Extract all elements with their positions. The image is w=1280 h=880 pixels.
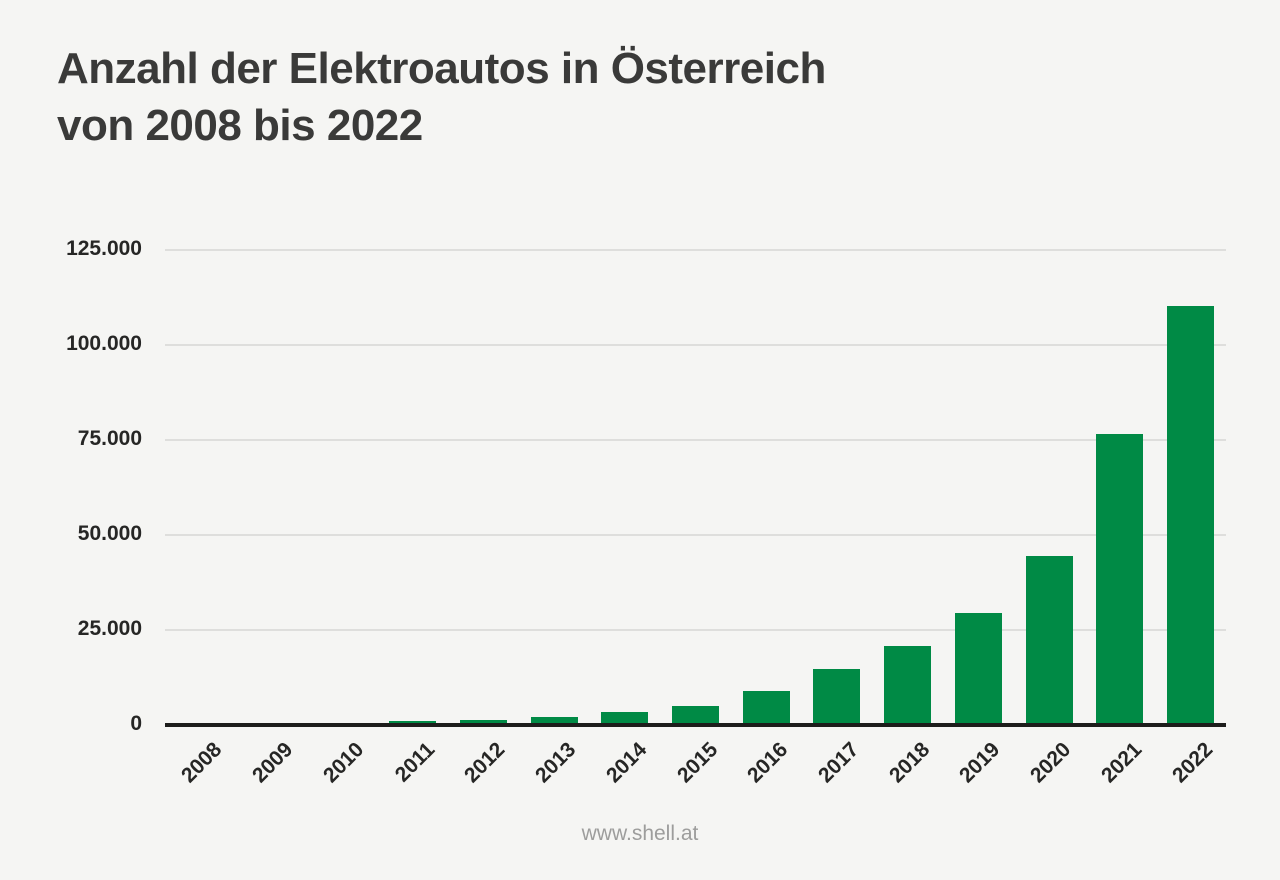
gridline-100000 xyxy=(165,344,1226,346)
bar-2015 xyxy=(672,705,719,725)
y-tick-label-75000: 75.000 xyxy=(77,427,142,450)
chart-title-line1: Anzahl der Elektroautos in Österreich xyxy=(57,44,826,93)
gridline-75000 xyxy=(165,439,1226,441)
y-tick-label-100000: 100.000 xyxy=(66,332,142,355)
gridline-50000 xyxy=(165,534,1226,536)
bar-2017 xyxy=(813,669,861,725)
y-tick-label-125000: 125.000 xyxy=(66,237,142,260)
chart-title: Anzahl der Elektroautos in Österreich von… xyxy=(57,40,826,154)
bar-2016 xyxy=(742,690,790,725)
source-url: www.shell.at xyxy=(581,822,699,845)
y-tick-label-50000: 50.000 xyxy=(77,522,142,545)
gridline-125000 xyxy=(165,249,1226,251)
bar-2013 xyxy=(530,717,578,725)
bar-2019 xyxy=(954,612,1002,725)
y-tick-label-25000: 25.000 xyxy=(77,617,142,640)
bar-2022 xyxy=(1167,305,1215,725)
bar-2021 xyxy=(1096,434,1144,725)
bar-2020 xyxy=(1025,555,1073,725)
bar-2018 xyxy=(884,645,932,725)
y-tick-label-0: 0 xyxy=(130,712,142,735)
gridline-25000 xyxy=(165,629,1226,631)
bar-2014 xyxy=(601,712,649,725)
chart-title-line2: von 2008 bis 2022 xyxy=(57,101,423,151)
bar-2012 xyxy=(459,719,507,725)
x-axis-line xyxy=(165,723,1226,727)
